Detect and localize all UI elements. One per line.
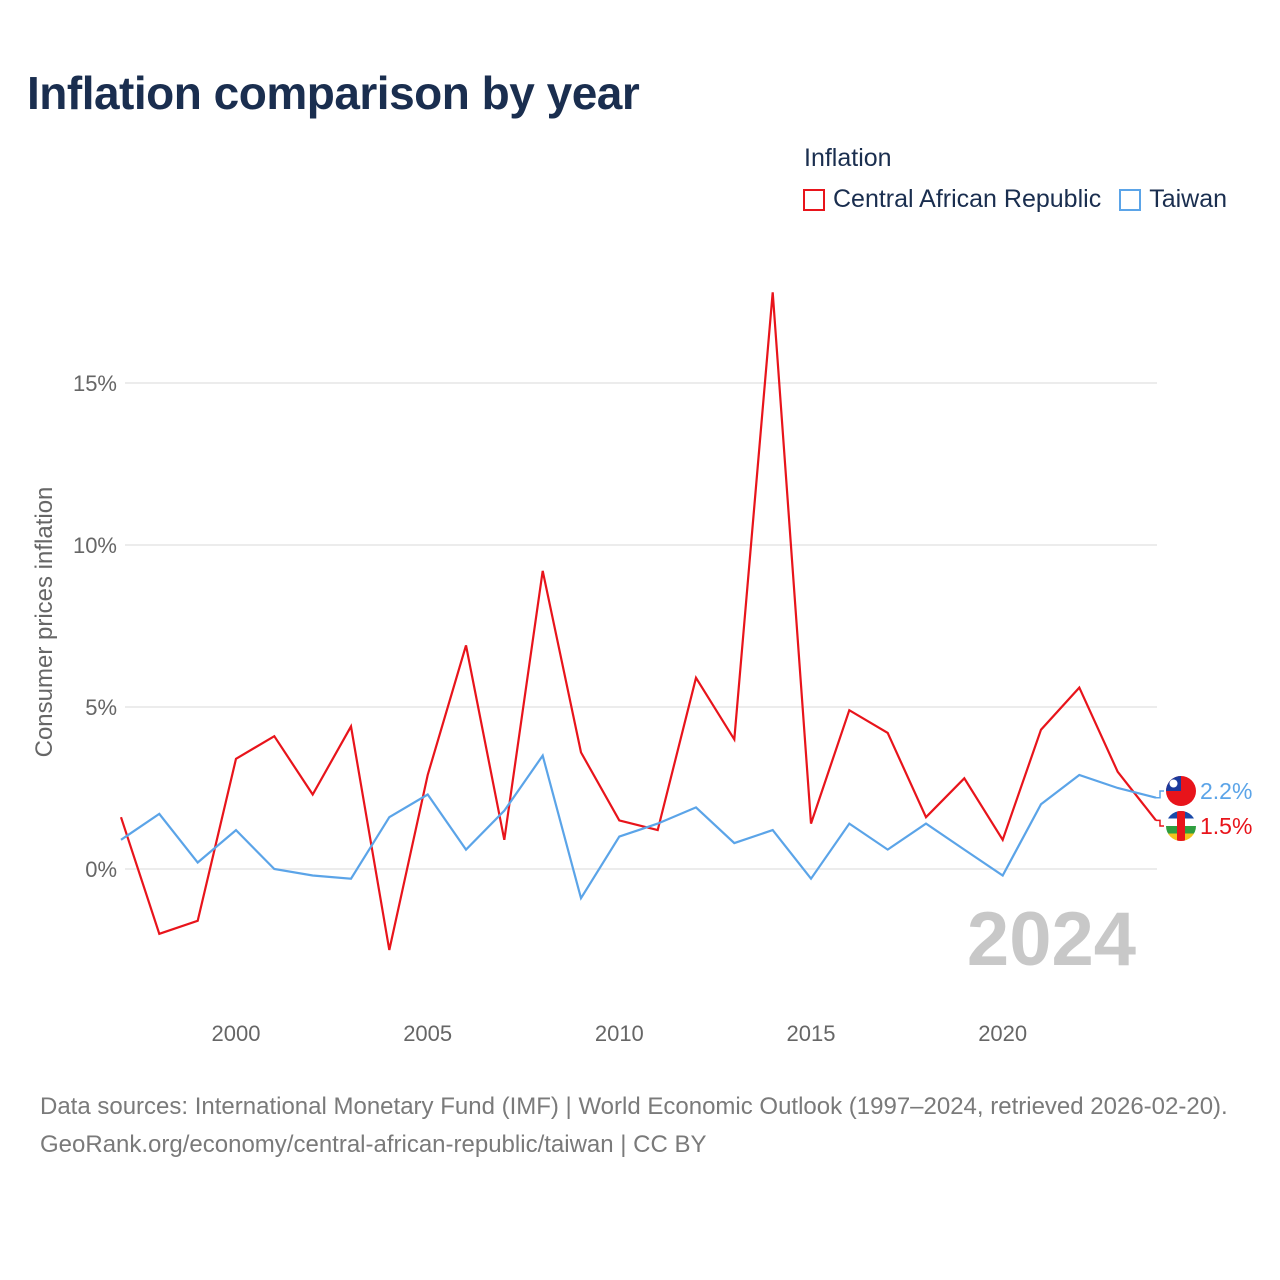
y-tick-label: 5% (85, 695, 117, 720)
x-tick-label: 2020 (978, 1021, 1027, 1046)
legend-swatch-taiwan (1119, 188, 1142, 211)
x-tick-label: 2005 (403, 1021, 452, 1046)
end-value-label: 1.5% (1200, 813, 1252, 839)
end-label-leader (1156, 790, 1164, 799)
end-labels: 1.5% 2.2% (1156, 778, 1252, 839)
year-watermark: 2024 (967, 897, 1136, 982)
central-african-republic-flag-icon (1166, 811, 1196, 841)
legend-item-central-african-republic[interactable]: Central African Republic (803, 185, 1101, 214)
x-tick-label: 2015 (787, 1021, 836, 1046)
legend-label: Central African Republic (833, 185, 1102, 213)
chart-title: Inflation comparison by year (27, 67, 640, 119)
end-value-label: 2.2% (1200, 778, 1252, 804)
y-tick-label: 0% (85, 857, 117, 882)
x-tick-labels: 2000 2005 2010 2015 2020 (212, 1021, 1028, 1046)
series-line-central-african-republic[interactable] (119, 292, 1157, 951)
line-chart: 0% 5% 10% 15% 2000 2005 2010 2015 2020 Consumer… (31, 292, 1252, 1046)
footer: Data sources: International Monetary Fun… (40, 1088, 1250, 1164)
series-line-taiwan[interactable] (120, 753, 1157, 901)
grid-lines (125, 382, 1157, 870)
legend-swatch-central-african-republic (803, 188, 825, 211)
source-link[interactable]: GeoRank.org/economy/central-african-repu… (40, 1131, 707, 1158)
end-label-leader (1156, 819, 1164, 827)
data-source-note: Data sources: International Monetary Fun… (40, 1093, 1228, 1120)
legend-item-taiwan[interactable]: Taiwan (1119, 185, 1227, 214)
y-tick-label: 10% (73, 533, 117, 558)
legend-label: Taiwan (1149, 185, 1228, 213)
x-tick-label: 2000 (212, 1021, 261, 1046)
y-axis-label: Consumer prices inflation (31, 487, 58, 758)
legend-title: Inflation (804, 144, 892, 172)
y-tick-labels: 0% 5% 10% 15% (73, 371, 117, 882)
legend: Central African Republic Taiwan (803, 185, 1245, 214)
y-tick-label: 15% (73, 371, 117, 396)
series-lines (119, 292, 1157, 951)
taiwan-flag-icon (1166, 776, 1196, 806)
x-tick-label: 2010 (595, 1021, 644, 1046)
